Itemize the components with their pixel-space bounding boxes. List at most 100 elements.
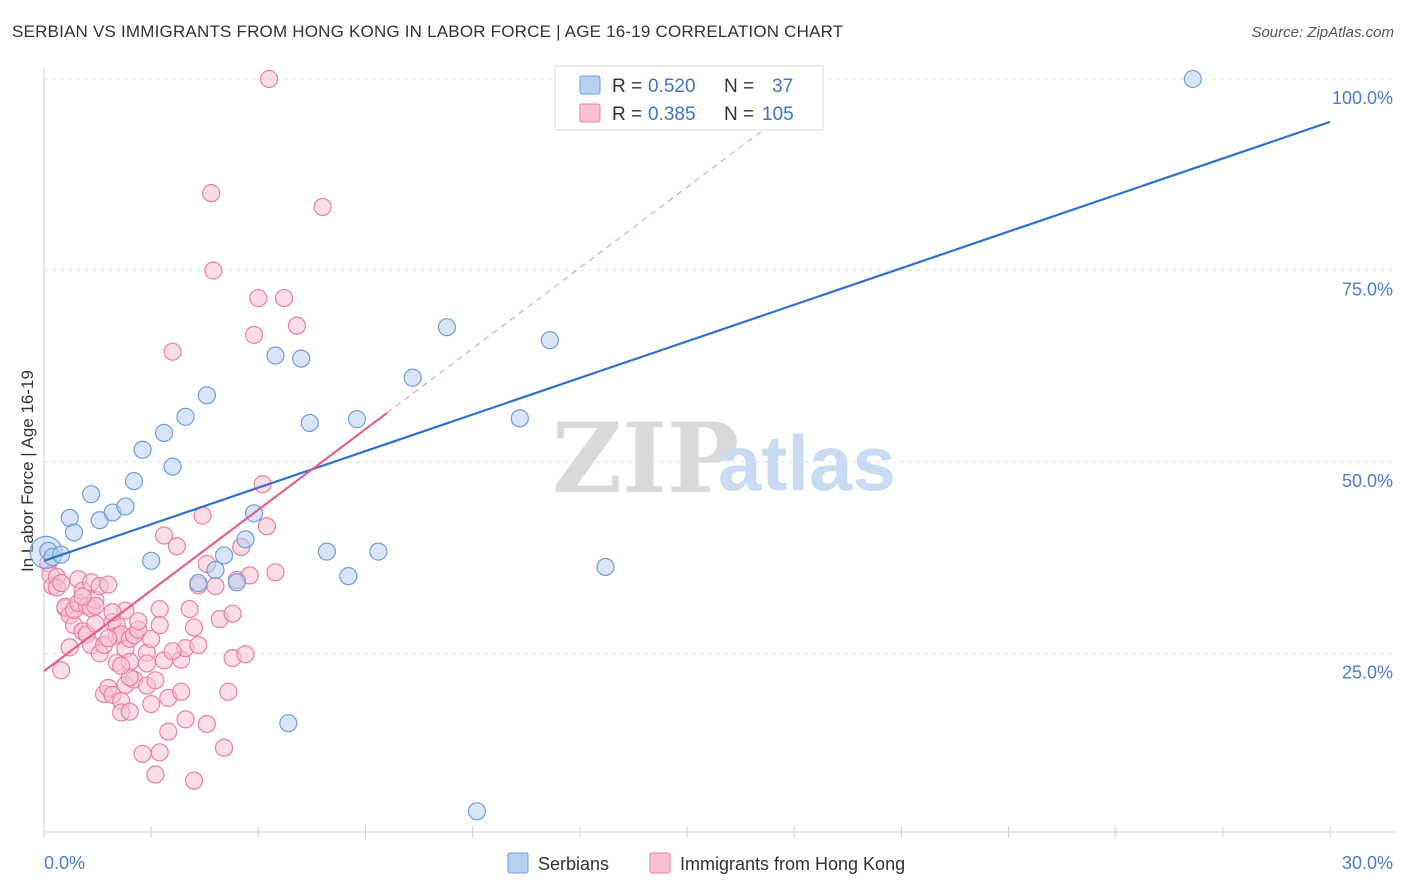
hongkong-point-53: [146, 765, 165, 784]
serbian-point-23: [279, 714, 298, 733]
y-tick-label-25: 25.0%: [1342, 663, 1393, 683]
serbian-point-4: [64, 523, 84, 542]
serbian-point-25: [300, 413, 319, 433]
serbian-point-16: [197, 386, 216, 405]
hongkong-point-23: [86, 596, 105, 616]
hongkong-point-86: [249, 288, 268, 308]
hongkong-point-48: [133, 744, 152, 763]
hongkong-point-78: [214, 738, 234, 757]
hongkong-point-88: [257, 517, 277, 536]
hongkong-point-99: [150, 616, 169, 635]
serbian-point-30: [403, 368, 422, 387]
legend-n-value-2: 105: [762, 104, 794, 125]
serbian-point-13: [163, 457, 182, 476]
serbian-point-22: [266, 346, 285, 365]
serbian-point-28: [347, 410, 367, 429]
serbian-point-33: [510, 409, 529, 428]
hongkong-point-54: [146, 671, 165, 690]
hongkong-point-92: [313, 197, 332, 217]
watermark-atlas: atlas: [718, 419, 896, 507]
serbian-point-10: [133, 440, 152, 459]
bottom-legend-hongkong: Immigrants from Hong Kong: [680, 854, 905, 874]
legend-n-label-1: N =: [724, 76, 754, 97]
x-axis-ticks: [43, 826, 1331, 838]
hongkong-point-74: [202, 184, 221, 203]
hongkong-point-94: [163, 642, 182, 661]
y-axis-label: In Labor Force | Age 16-19: [18, 370, 37, 572]
hongkong-point-63: [172, 682, 191, 701]
x-tick-max: 30.0%: [1342, 853, 1393, 873]
hongkong-point-67: [180, 599, 199, 619]
serbian-point-31: [437, 318, 457, 337]
serbian-point-35: [596, 557, 615, 577]
hongkong-point-98: [73, 587, 92, 606]
hongkong-point-104: [112, 656, 131, 675]
watermark: ZIP atlas: [552, 402, 896, 515]
serbian-point-27: [339, 567, 358, 586]
hongkong-point-72: [197, 714, 216, 734]
hongkong-point-83: [236, 645, 255, 664]
hongkong-point-60: [159, 722, 178, 741]
bottom-legend-serbians: Serbians: [538, 854, 609, 874]
serbian-point-18: [214, 546, 234, 565]
serbian-point-19: [227, 573, 246, 592]
serbian-point-14: [176, 407, 195, 426]
hongkong-point-91: [287, 316, 307, 335]
legend-n-value-1: 37: [772, 76, 793, 97]
hongkong-point-102: [99, 629, 118, 648]
serbian-point-36: [1183, 69, 1202, 89]
hongkong-point-75: [204, 261, 223, 280]
legend-r-label-2: R =: [612, 104, 642, 125]
series-legend: Serbians Immigrants from Hong Kong: [507, 852, 905, 874]
x-tick-min: 0.0%: [44, 853, 85, 873]
hongkong-point-57: [154, 526, 174, 545]
legend-swatch-serbians: [579, 75, 601, 95]
hongkong-point-90: [274, 288, 294, 308]
hongkong-point-96: [103, 603, 122, 622]
hongkong-point-56: [150, 599, 169, 619]
legend-r-label-1: R =: [612, 76, 642, 97]
hongkong-trend-line: [43, 412, 388, 672]
serbian-point-24: [292, 349, 311, 368]
hongkong-point-55: [150, 743, 169, 762]
chart-title: SERBIAN VS IMMIGRANTS FROM HONG KONG IN …: [12, 22, 844, 41]
watermark-zip: ZIP: [552, 402, 739, 515]
hongkong-trend-extension: [386, 106, 795, 414]
legend-swatch-hongkong: [579, 103, 601, 123]
bottom-swatch-serbians: [507, 852, 529, 874]
legend-r-value-2: 0.385: [648, 104, 696, 125]
serbian-point-12: [154, 423, 174, 442]
stats-legend: R = 0.520 N = 37 R = 0.385 N = 105: [554, 65, 824, 131]
hongkong-point-51: [142, 629, 161, 649]
hongkong-point-76: [206, 576, 225, 596]
hongkong-point-61: [163, 342, 182, 361]
hongkong-point-5: [52, 573, 71, 593]
serbian-point-26: [317, 542, 337, 561]
source-credit: Source: ZipAtlas.com: [1251, 24, 1394, 41]
hongkong-point-65: [176, 710, 195, 729]
trend-lines: [43, 106, 1331, 672]
hongkong-point-93: [259, 69, 279, 89]
serbian-point-32: [467, 802, 487, 821]
hongkong-point-47: [129, 612, 148, 631]
hongkong-point-89: [266, 563, 285, 582]
hongkong-point-52: [142, 694, 161, 714]
hongkong-point-6: [52, 661, 71, 680]
hongkong-point-85: [244, 325, 264, 344]
serbian-point-20: [236, 530, 255, 549]
hongkong-point-79: [219, 682, 238, 701]
bottom-swatch-hongkong: [649, 852, 671, 874]
legend-r-value-1: 0.520: [648, 76, 696, 97]
serbian-point-17: [206, 560, 225, 580]
serbian-point-34: [540, 331, 559, 350]
hongkong-points: [39, 69, 332, 790]
hongkong-point-62: [167, 537, 186, 556]
legend-n-label-2: N =: [724, 104, 754, 125]
hongkong-point-70: [189, 635, 208, 655]
hongkong-point-68: [184, 771, 204, 790]
hongkong-point-97: [86, 614, 105, 633]
serbian-point-5: [82, 485, 101, 504]
y-tick-label-100: 100.0%: [1332, 88, 1393, 108]
hongkong-point-101: [223, 604, 242, 623]
